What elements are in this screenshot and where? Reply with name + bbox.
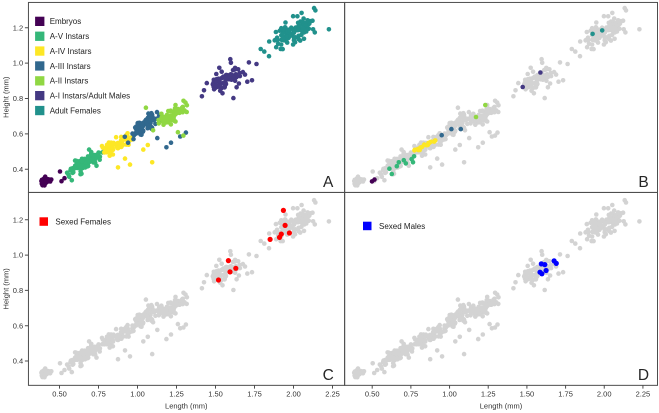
svg-text:2.25: 2.25 bbox=[636, 390, 651, 399]
svg-text:0.75: 0.75 bbox=[404, 390, 419, 399]
svg-text:0.6: 0.6 bbox=[13, 321, 23, 330]
svg-text:1.00: 1.00 bbox=[442, 390, 457, 399]
svg-text:1.25: 1.25 bbox=[169, 390, 184, 399]
svg-text:0.4: 0.4 bbox=[13, 165, 23, 174]
svg-text:1.00: 1.00 bbox=[130, 390, 145, 399]
svg-text:Length (mm): Length (mm) bbox=[480, 401, 523, 410]
svg-text:1.25: 1.25 bbox=[481, 390, 496, 399]
svg-text:0.50: 0.50 bbox=[365, 390, 380, 399]
svg-text:1.50: 1.50 bbox=[520, 390, 535, 399]
svg-text:A-IV Instars: A-IV Instars bbox=[50, 47, 92, 56]
svg-text:B: B bbox=[638, 174, 648, 191]
svg-text:2.25: 2.25 bbox=[325, 390, 340, 399]
svg-text:A-III Instars: A-III Instars bbox=[50, 62, 91, 71]
svg-text:Height (mm): Height (mm) bbox=[2, 76, 11, 118]
svg-text:1.2: 1.2 bbox=[13, 215, 23, 224]
svg-text:Sexed Males: Sexed Males bbox=[379, 222, 425, 231]
svg-text:A-I Instars/Adult Males: A-I Instars/Adult Males bbox=[50, 92, 130, 101]
svg-text:0.50: 0.50 bbox=[52, 390, 67, 399]
svg-text:1.75: 1.75 bbox=[247, 390, 262, 399]
svg-text:1.2: 1.2 bbox=[13, 23, 23, 32]
svg-text:1.50: 1.50 bbox=[208, 390, 223, 399]
svg-text:Embryos: Embryos bbox=[50, 17, 82, 26]
svg-text:A: A bbox=[323, 174, 334, 191]
svg-text:1.0: 1.0 bbox=[13, 251, 23, 260]
svg-text:Adult Females: Adult Females bbox=[50, 106, 101, 115]
svg-text:1.75: 1.75 bbox=[558, 390, 573, 399]
svg-text:2.00: 2.00 bbox=[597, 390, 612, 399]
svg-text:0.4: 0.4 bbox=[13, 357, 23, 366]
svg-text:0.6: 0.6 bbox=[13, 129, 23, 138]
svg-text:1.0: 1.0 bbox=[13, 59, 23, 68]
svg-text:D: D bbox=[638, 367, 649, 384]
svg-text:Height (mm): Height (mm) bbox=[2, 268, 11, 310]
svg-text:0.8: 0.8 bbox=[13, 94, 23, 103]
svg-text:C: C bbox=[323, 367, 334, 384]
svg-text:0.8: 0.8 bbox=[13, 286, 23, 295]
svg-text:A-II Instars: A-II Instars bbox=[50, 77, 89, 86]
svg-text:Sexed Females: Sexed Females bbox=[55, 218, 111, 227]
svg-text:A-V Instars: A-V Instars bbox=[50, 32, 90, 41]
svg-text:Length (mm): Length (mm) bbox=[165, 401, 208, 410]
svg-text:0.75: 0.75 bbox=[91, 390, 106, 399]
svg-text:2.00: 2.00 bbox=[286, 390, 301, 399]
